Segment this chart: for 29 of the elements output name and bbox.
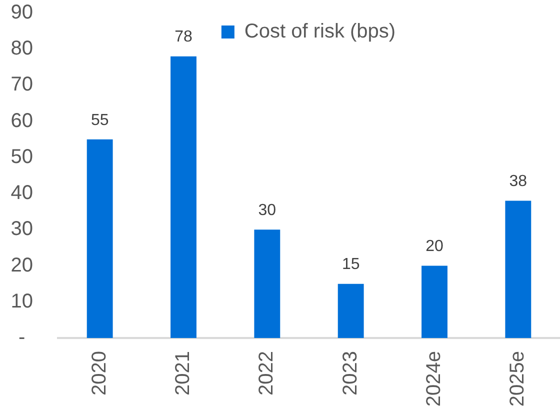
y-tick-label: 60 — [10, 110, 33, 132]
bar — [170, 56, 196, 338]
x-tick-label: 2021 — [172, 351, 194, 396]
y-tick-label: 90 — [10, 2, 33, 24]
y-tick-label: 50 — [10, 146, 33, 168]
legend-label: Cost of risk (bps) — [244, 20, 396, 43]
data-label: 20 — [426, 238, 444, 256]
x-tick-label: 2022 — [256, 351, 278, 396]
bar — [338, 284, 364, 338]
data-label: 78 — [174, 28, 192, 46]
y-tick-label: 70 — [10, 74, 33, 96]
y-tick-label: 20 — [10, 254, 33, 276]
bar — [86, 139, 113, 338]
data-label: 55 — [90, 112, 109, 129]
x-tick-label: 2023 — [339, 351, 362, 396]
y-tick-label: - — [18, 326, 26, 349]
y-tick-label: 30 — [10, 218, 33, 240]
data-label: 15 — [342, 256, 360, 274]
data-label: 38 — [509, 173, 528, 190]
y-tick-label: 10 — [10, 290, 33, 312]
x-tick-label: 2025e — [506, 351, 529, 407]
y-tick-label: 80 — [10, 38, 33, 60]
y-tick-label: 40 — [10, 182, 33, 204]
x-tick-label: 2024e — [423, 351, 446, 407]
x-tick-label: 2020 — [88, 351, 110, 396]
bar — [505, 200, 532, 338]
bar — [254, 230, 280, 338]
data-label: 30 — [258, 202, 276, 220]
bar — [422, 266, 448, 338]
